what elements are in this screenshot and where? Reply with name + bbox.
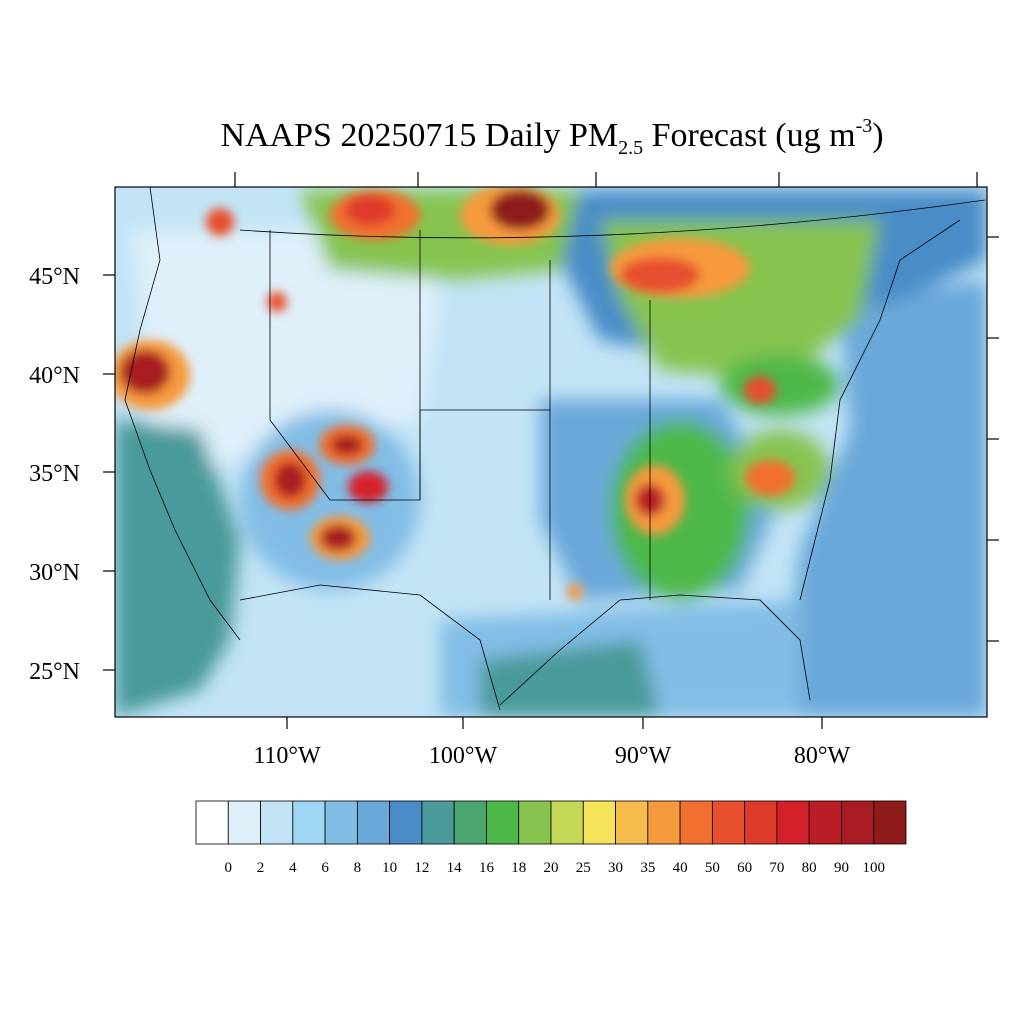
colorbar-box xyxy=(486,800,520,845)
colorbar-label: 90 xyxy=(834,860,849,876)
colorbar-label: 100 xyxy=(862,860,885,876)
colorbar-box xyxy=(744,800,778,845)
colorbar-box xyxy=(324,800,358,845)
colorbar-label: 25 xyxy=(576,860,591,876)
lon-label: 110°W xyxy=(253,743,321,769)
colorbar-box xyxy=(873,800,907,845)
colorbar-label: 16 xyxy=(479,860,495,876)
colorbar-label: 50 xyxy=(705,860,720,876)
colorbar-label: 6 xyxy=(321,860,329,876)
colorbar-label: 0 xyxy=(225,860,233,876)
colorbar-label: 40 xyxy=(673,860,688,876)
colorbar-label: 35 xyxy=(640,860,655,876)
lon-label: 80°W xyxy=(794,743,851,769)
colorbar-box xyxy=(550,800,584,845)
colorbar-box xyxy=(808,800,842,845)
pm-field xyxy=(115,187,987,717)
colorbar-box xyxy=(776,800,810,845)
colorbar-label: 2 xyxy=(257,860,265,876)
colorbar-box xyxy=(711,800,746,845)
colorbar-box xyxy=(679,800,713,845)
colorbar-box xyxy=(195,800,229,845)
colorbar-box xyxy=(647,800,681,845)
lat-label: 40°N xyxy=(29,363,80,389)
colorbar-label: 60 xyxy=(737,860,752,876)
ticks xyxy=(103,172,999,729)
colorbar-box xyxy=(421,800,455,845)
lon-label: 100°W xyxy=(429,743,498,769)
colorbar-box xyxy=(389,800,423,845)
colorbar-label: 80 xyxy=(802,860,817,876)
lat-label: 45°N xyxy=(29,264,80,290)
colorbar-label: 30 xyxy=(608,860,623,876)
lat-label: 30°N xyxy=(29,560,80,586)
colorbar-label: 70 xyxy=(769,860,784,876)
colorbar-box xyxy=(227,800,261,845)
colorbar-box xyxy=(841,800,875,845)
colorbar-label: 10 xyxy=(382,860,397,876)
lat-label: 35°N xyxy=(29,461,80,487)
colorbar-label: 8 xyxy=(354,860,362,876)
colorbar-box xyxy=(292,800,326,845)
map-frame xyxy=(114,186,988,718)
colorbar-box xyxy=(615,800,649,845)
colorbar-box xyxy=(260,800,294,845)
colorbar-label: 4 xyxy=(289,860,297,876)
title: NAAPS 20250715 Daily PM2.5 Forecast (ug … xyxy=(220,115,883,159)
colorbar-label: 14 xyxy=(447,860,463,876)
lon-label: 90°W xyxy=(615,743,672,769)
colorbar-label: 12 xyxy=(414,860,429,876)
colorbar-label: 18 xyxy=(511,860,526,876)
colorbar-box xyxy=(356,800,391,845)
colorbar-box xyxy=(582,800,616,845)
colorbar-box xyxy=(453,800,487,845)
lat-label: 25°N xyxy=(29,659,80,685)
colorbar-label: 20 xyxy=(544,860,559,876)
colorbar-box xyxy=(518,800,552,845)
